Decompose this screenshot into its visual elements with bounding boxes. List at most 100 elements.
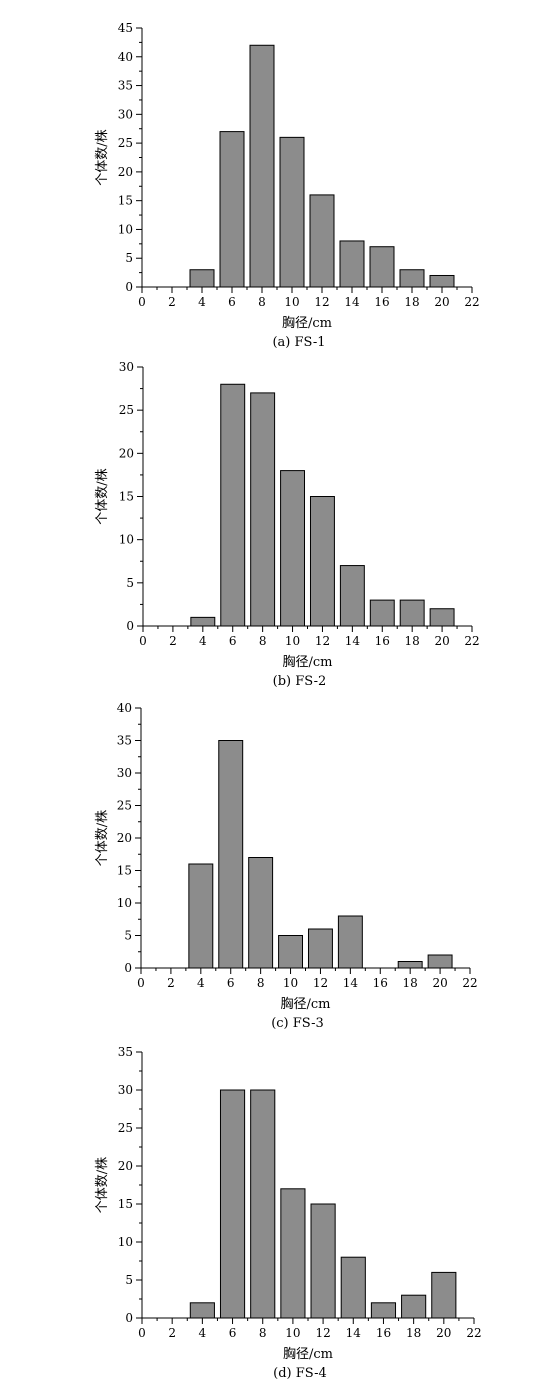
x-tick-label: 18: [404, 295, 419, 309]
y-tick-label: 5: [125, 251, 133, 265]
x-tick-label: 18: [403, 976, 418, 990]
x-tick-label: 16: [374, 295, 389, 309]
y-tick-label: 30: [118, 1083, 133, 1097]
y-tick-label: 15: [118, 1197, 133, 1211]
x-tick-label: 6: [228, 295, 236, 309]
y-tick-label: 15: [119, 490, 134, 504]
y-tick-label: 30: [119, 360, 134, 374]
bar-20: [429, 274, 455, 288]
x-tick-label: 16: [376, 1326, 391, 1340]
y-tick-label: 20: [119, 446, 134, 460]
bar-4: [188, 863, 214, 969]
x-axis-label: 胸径/cm: [281, 997, 331, 1012]
x-tick-label: 8: [259, 1326, 267, 1340]
x-tick-label: 4: [198, 295, 206, 309]
bar-14: [339, 565, 365, 627]
chart-caption: (a) FS-1: [272, 335, 325, 350]
x-tick-label: 16: [375, 634, 390, 648]
bar-20: [427, 954, 453, 969]
bar-14: [337, 915, 363, 969]
x-tick-label: 8: [258, 295, 266, 309]
bar-12: [309, 496, 335, 627]
x-tick-label: 16: [373, 976, 388, 990]
x-tick-label: 10: [285, 1326, 300, 1340]
bar-14: [339, 240, 365, 288]
bar-8: [248, 857, 274, 969]
x-tick-label: 0: [138, 1326, 146, 1340]
y-tick-label: 0: [124, 961, 132, 975]
bar-6: [220, 383, 246, 627]
bar-6: [219, 131, 245, 288]
bar-12: [307, 928, 333, 969]
bar-8: [250, 1089, 276, 1319]
x-tick-label: 4: [199, 634, 207, 648]
y-tick-label: 20: [118, 165, 133, 179]
chart-panel-2: 0 2 4 6 8 10 12 14 16 18 20 22 0 5 10 15 20 25 30 胸径/cm 个体数/…: [95, 360, 480, 689]
x-tick-label: 20: [434, 295, 449, 309]
x-tick-label: 12: [315, 1326, 330, 1340]
y-tick-label: 15: [118, 194, 133, 208]
x-tick-label: 0: [137, 976, 145, 990]
bar-6: [218, 740, 244, 969]
y-tick-label: 5: [125, 1273, 133, 1287]
chart-caption: (c) FS-3: [271, 1016, 324, 1031]
y-tick-label: 35: [118, 1045, 133, 1059]
bar-6: [219, 1089, 246, 1319]
bar-10: [280, 1188, 306, 1319]
x-tick-label: 20: [432, 976, 447, 990]
x-tick-label: 12: [313, 976, 328, 990]
y-tick-label: 10: [117, 896, 132, 910]
x-tick-label: 10: [285, 634, 300, 648]
y-tick-label: 35: [118, 79, 133, 93]
x-tick-label: 2: [167, 976, 175, 990]
y-tick-label: 10: [118, 1235, 133, 1249]
y-tick-label: 20: [117, 831, 132, 845]
chart-panel-3: 0 2 4 6 8 10 12 14 16 18 20 22 0 5 10 15 20 25 30 35 40 胸径/cm…: [95, 701, 478, 1031]
x-tick-label: 12: [314, 295, 329, 309]
x-tick-label: 10: [283, 976, 298, 990]
y-tick-label: 5: [124, 929, 132, 943]
x-tick-label: 20: [436, 1326, 451, 1340]
chart-panel-4: 0 2 4 6 8 10 12 14 16 18 20 22 0 5 10 15 20 25 30 35 胸径/cm 个体…: [95, 1045, 482, 1381]
x-tick-label: 14: [346, 1326, 362, 1340]
y-axis-label: 个体数/株: [95, 468, 110, 524]
bar-14: [340, 1256, 366, 1319]
bar-12: [309, 194, 335, 288]
x-tick-label: 6: [227, 976, 235, 990]
bar-4: [189, 1302, 215, 1319]
bar-10: [280, 470, 306, 627]
y-axis-label: 个体数/株: [95, 810, 110, 866]
bar-20: [431, 1271, 457, 1319]
y-axis-label: 个体数/株: [95, 129, 110, 185]
bar-8: [250, 392, 276, 627]
x-axis-label: 胸径/cm: [283, 655, 333, 670]
y-tick-label: 25: [117, 799, 132, 813]
x-tick-label: 6: [229, 1326, 237, 1340]
y-tick-label: 25: [118, 1121, 133, 1135]
x-tick-label: 2: [168, 295, 176, 309]
x-tick-label: 22: [464, 634, 479, 648]
bar-18: [399, 599, 425, 627]
bar-18: [399, 269, 425, 288]
x-tick-label: 20: [434, 634, 449, 648]
x-axis-label: 胸径/cm: [283, 1347, 333, 1362]
y-tick-label: 25: [118, 136, 133, 150]
x-tick-label: 4: [199, 1326, 207, 1340]
x-tick-label: 6: [229, 634, 237, 648]
x-tick-label: 22: [466, 1326, 481, 1340]
x-tick-label: 22: [462, 976, 477, 990]
bar-16: [369, 246, 395, 288]
x-tick-label: 22: [464, 295, 479, 309]
bar-10: [278, 935, 304, 969]
x-axis-label: 胸径/cm: [282, 316, 332, 331]
y-axis-label: 个体数/株: [95, 1157, 110, 1213]
x-tick-label: 2: [168, 1326, 176, 1340]
y-tick-label: 35: [117, 734, 132, 748]
chart-caption: (d) FS-4: [273, 1366, 327, 1381]
x-tick-label: 0: [139, 634, 147, 648]
y-tick-label: 0: [125, 1311, 133, 1325]
x-tick-label: 14: [344, 295, 360, 309]
y-tick-label: 40: [117, 701, 132, 715]
chart-panel-1: 0 2 4 6 8 10 12 14 16 18 20 22 0 5 10 15 20 25 30 35 40 45 胸径/…: [95, 21, 480, 350]
y-tick-label: 30: [117, 766, 132, 780]
